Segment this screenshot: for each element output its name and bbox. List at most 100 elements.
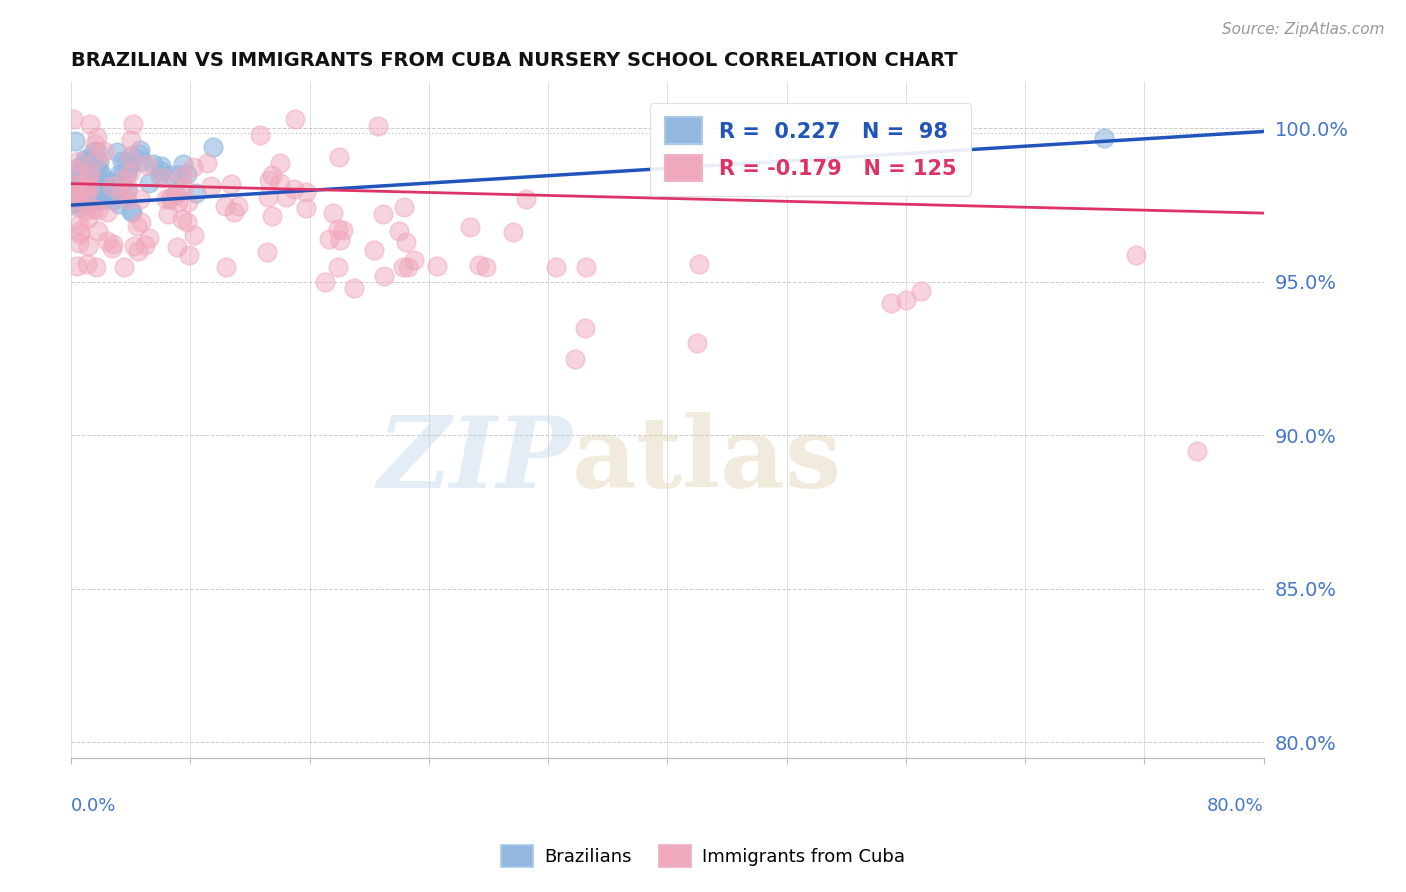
Point [502,225,524,239]
Point [155,193,177,207]
Point [84,164,107,178]
Point [65,162,87,177]
Point [108,167,131,181]
Point [82,202,104,216]
Point [75,184,97,198]
Point [110,154,132,169]
Point [159,193,181,207]
Text: 0.0%: 0.0% [72,797,117,814]
Point [166,240,188,254]
Point [96,235,118,249]
Point [100,179,122,194]
Point [83,165,105,179]
Point [574,321,596,335]
Point [100,187,122,202]
Point [73,198,96,212]
Point [546,260,568,274]
Point [103,178,125,192]
Point [120,166,142,180]
Point [394,200,416,214]
Point [70,168,93,182]
Point [72,168,94,182]
Point [328,150,350,164]
Point [89,180,111,194]
Point [101,175,124,189]
Point [177,248,200,262]
Point [575,260,598,274]
Point [87,224,110,238]
Point [69,224,91,238]
Point [77,170,100,185]
Point [73,157,96,171]
Point [894,293,917,308]
Point [90,167,112,181]
Point [177,194,200,209]
Point [115,192,138,206]
Point [80,188,103,202]
Point [76,170,98,185]
Point [84,173,107,187]
Point [172,157,194,171]
Point [86,144,108,158]
Point [83,194,105,209]
Point [67,186,90,201]
Point [62,181,84,195]
Point [76,170,98,185]
Text: atlas: atlas [572,412,842,509]
Point [295,186,318,200]
Point [149,159,172,173]
Point [62,171,84,186]
Point [83,145,105,159]
Point [148,168,170,182]
Point [165,187,187,202]
Point [195,156,218,170]
Point [134,238,156,252]
Point [138,176,160,190]
Point [121,205,143,219]
Point [76,186,98,200]
Point [373,268,395,283]
Legend: R =  0.227   N =  98, R = -0.179   N = 125: R = 0.227 N = 98, R = -0.179 N = 125 [650,103,972,196]
Point [73,152,96,166]
Point [104,184,127,198]
Point [77,173,100,187]
Point [80,150,103,164]
Point [87,155,110,169]
Point [152,171,174,186]
Point [173,180,195,194]
Point [79,117,101,131]
Point [67,236,90,251]
Point [156,207,179,221]
Point [274,190,297,204]
Point [1092,130,1115,145]
Point [136,158,159,172]
Point [127,219,149,233]
Point [686,336,709,351]
Point [83,192,105,206]
Point [69,164,91,178]
Point [269,176,291,190]
Point [120,157,142,171]
Point [67,200,90,214]
Point [87,202,110,217]
Point [219,178,242,192]
Point [72,178,94,192]
Point [86,166,108,180]
Point [228,199,250,213]
Point [314,275,336,289]
Point [117,161,139,176]
Point [62,182,84,196]
Point [388,224,411,238]
Point [176,167,198,181]
Point [402,252,425,267]
Point [214,199,236,213]
Point [86,260,108,274]
Point [138,230,160,244]
Point [67,217,90,231]
Point [160,169,183,183]
Point [66,153,89,168]
Point [322,206,344,220]
Point [458,219,481,234]
Point [77,239,100,253]
Point [114,156,136,170]
